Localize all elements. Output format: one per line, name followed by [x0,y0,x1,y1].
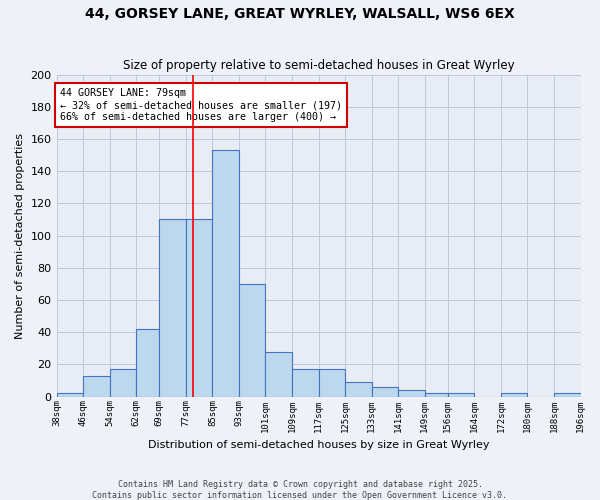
Bar [186,220,212,396]
Bar [319,370,345,396]
Bar [448,394,475,396]
Bar [160,220,186,396]
Bar [83,376,110,396]
Text: 44 GORSEY LANE: 79sqm
← 32% of semi-detached houses are smaller (197)
66% of sem: 44 GORSEY LANE: 79sqm ← 32% of semi-deta… [60,88,342,122]
Bar [554,394,581,396]
Bar [56,394,83,396]
Title: Size of property relative to semi-detached houses in Great Wyrley: Size of property relative to semi-detach… [123,59,514,72]
Bar [110,370,136,396]
Bar [292,370,319,396]
Bar [501,394,527,396]
Bar [371,387,398,396]
Y-axis label: Number of semi-detached properties: Number of semi-detached properties [15,132,25,338]
Text: 44, GORSEY LANE, GREAT WYRLEY, WALSALL, WS6 6EX: 44, GORSEY LANE, GREAT WYRLEY, WALSALL, … [85,8,515,22]
Bar [425,394,448,396]
Bar [345,382,371,396]
Text: Contains HM Land Registry data © Crown copyright and database right 2025.
Contai: Contains HM Land Registry data © Crown c… [92,480,508,500]
X-axis label: Distribution of semi-detached houses by size in Great Wyrley: Distribution of semi-detached houses by … [148,440,489,450]
Bar [212,150,239,396]
Bar [239,284,265,397]
Bar [265,352,292,397]
Bar [136,329,160,396]
Bar [398,390,425,396]
